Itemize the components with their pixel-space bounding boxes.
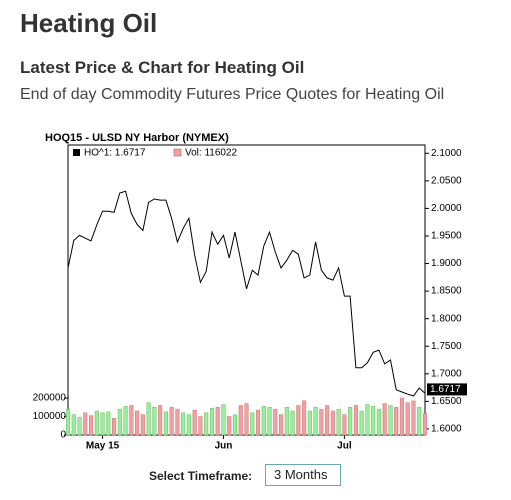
volume-bar <box>267 407 272 436</box>
volume-bar <box>359 410 364 436</box>
y-tick-label: 1.6500 <box>431 396 462 407</box>
volume-bar <box>261 406 266 436</box>
volume-bar <box>204 412 209 436</box>
y-tick-label: 1.7000 <box>431 368 462 379</box>
x-tick-label: Jul <box>337 441 352 452</box>
legend-box <box>69 146 253 159</box>
volume-bar <box>140 414 145 436</box>
volume-bar <box>175 408 180 436</box>
y-tick-label: 1.8500 <box>431 286 462 297</box>
volume-bar <box>388 405 393 436</box>
timeframe-label: Select Timeframe: <box>149 469 253 483</box>
volume-bar <box>71 414 76 436</box>
y-tick-label: 1.9500 <box>431 231 462 242</box>
volume-bar <box>399 397 405 436</box>
volume-bar <box>181 412 186 436</box>
volume-bar <box>405 402 410 436</box>
volume-bar <box>394 407 399 436</box>
volume-bar <box>278 414 284 436</box>
volume-bar <box>255 409 261 436</box>
volume-bar <box>313 407 318 436</box>
x-tick-label: May 15 <box>86 441 120 452</box>
current-price-box <box>427 383 467 396</box>
volume-bar <box>422 413 428 436</box>
volume-bar <box>290 410 295 436</box>
volume-bar <box>106 411 111 436</box>
volume-bar <box>232 414 238 436</box>
section-title: Latest Price & Chart for Heating Oil <box>20 58 305 77</box>
volume-bar <box>244 403 249 436</box>
volume-bar <box>238 405 243 436</box>
timeframe-select[interactable]: 3 Months <box>265 464 341 486</box>
volume-bar <box>376 408 381 436</box>
volume-bar <box>117 408 122 436</box>
price-line <box>67 190 426 397</box>
volume-bar <box>319 408 324 436</box>
volume-bar <box>163 411 168 436</box>
volume-bar <box>250 412 255 436</box>
volume-bar <box>65 408 71 436</box>
volume-bar <box>325 405 330 436</box>
y-tick-label: 1.7500 <box>431 341 462 352</box>
volume-bar <box>192 409 197 436</box>
y-tick-label: 2.0500 <box>431 175 462 186</box>
volume-bar <box>152 407 157 436</box>
volume-bar <box>302 400 307 436</box>
page-title: Heating Oil <box>20 8 158 38</box>
volume-bar <box>100 412 105 436</box>
volume-bar <box>330 410 335 436</box>
chart: HOQ15 - ULSD NY Harbor (NYMEX) 1.6000 1.6… <box>33 132 467 452</box>
volume-bar <box>336 408 341 436</box>
y2-tick-label: 200000 <box>33 393 67 404</box>
y-tick-label: 2.1000 <box>431 148 462 159</box>
y-tick-label: 1.8000 <box>431 313 462 324</box>
volume-bar <box>342 414 347 436</box>
volume-bar <box>417 407 422 436</box>
volume-bar <box>273 408 278 436</box>
volume-bar <box>382 403 387 436</box>
volume-bar <box>221 404 226 436</box>
volume-bar <box>123 406 128 436</box>
volume-bar <box>215 407 220 436</box>
volume-bar <box>284 407 289 436</box>
volume-bar <box>411 400 416 436</box>
y-tick-label: 1.6000 <box>431 424 462 435</box>
volume-bar <box>83 412 88 436</box>
y-tick-label: 1.9000 <box>431 258 462 269</box>
volume-bar <box>112 418 117 436</box>
y-tick-label: 2.0000 <box>431 203 462 214</box>
volume-bar <box>365 404 370 436</box>
legend-label: HO^1: 1.6717 <box>84 148 146 159</box>
legend-swatch <box>73 149 80 156</box>
volume-bar <box>227 416 232 436</box>
x-tick-label: Jun <box>215 441 233 452</box>
volume-bar <box>94 410 99 436</box>
y2-tick-label: 100000 <box>33 411 67 422</box>
volume-bar <box>169 407 174 436</box>
volume-bar <box>371 406 376 436</box>
volume-bar <box>296 405 301 436</box>
volume-bar <box>348 407 353 436</box>
chart-title: HOQ15 - ULSD NY Harbor (NYMEX) <box>45 132 229 144</box>
volume-bar <box>353 405 358 436</box>
volume-bar <box>88 415 94 436</box>
volume-bar <box>198 416 203 436</box>
volume-bar <box>135 410 140 436</box>
legend-label: Vol: 116022 <box>185 148 238 159</box>
volume-bar <box>146 402 151 436</box>
volume-bar <box>77 417 82 436</box>
current-price-label: 1.6717 <box>430 384 461 395</box>
volume-bar <box>307 410 312 436</box>
y2-tick-label: 0 <box>60 430 66 441</box>
subtitle: End of day Commodity Futures Price Quote… <box>20 86 445 103</box>
volume-bar <box>129 405 134 436</box>
legend-swatch <box>173 148 182 157</box>
volume-bar <box>158 405 163 436</box>
volume-bar <box>186 414 191 436</box>
plot-area <box>67 144 426 436</box>
volume-bar <box>209 407 215 436</box>
